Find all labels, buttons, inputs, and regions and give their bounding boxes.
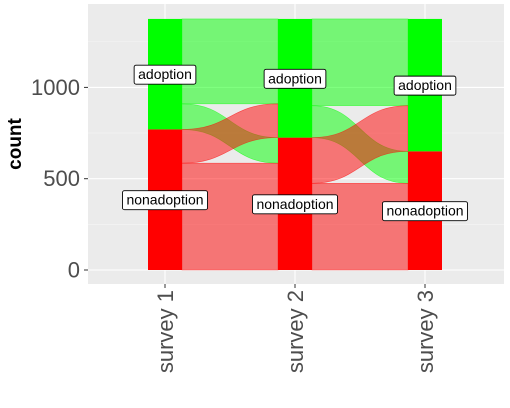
stratum-label-box xyxy=(133,64,197,85)
x-tick-label: survey 1 xyxy=(153,290,178,373)
flow-adoption-to-adoption xyxy=(181,18,279,105)
stratum-label-box xyxy=(252,194,338,215)
stratum-label-text: nonadoption xyxy=(126,192,203,208)
flow-adoption-to-adoption xyxy=(311,18,409,106)
stratum-label-box xyxy=(263,68,327,89)
stratum-label-text: nonadoption xyxy=(386,203,463,219)
stratum-label-box xyxy=(393,75,457,96)
stratum-label-adoption: adoption xyxy=(133,64,197,85)
stratum-label-adoption: adoption xyxy=(393,75,457,96)
y-tick-label: 1000 xyxy=(31,75,80,100)
stratum-label-adoption: adoption xyxy=(263,68,327,89)
x-tick-label: survey 2 xyxy=(283,290,308,373)
stratum-label-nonadoption: nonadoption xyxy=(122,190,208,211)
stratum-label-nonadoption: nonadoption xyxy=(252,194,338,215)
stratum-label-text: adoption xyxy=(138,66,192,82)
stratum-label-box xyxy=(382,201,468,222)
stratum-label-nonadoption: nonadoption xyxy=(382,201,468,222)
y-tick-label: 500 xyxy=(43,166,80,191)
flow-nonadoption-to-nonadoption xyxy=(181,162,279,271)
stratum-label-text: nonadoption xyxy=(256,196,333,212)
stratum-labels-layer: nonadoption adoption nonadoption adoption no… xyxy=(122,64,468,222)
stratum-label-box xyxy=(122,190,208,211)
y-tick-label: 0 xyxy=(68,258,80,283)
stratum-label-text: adoption xyxy=(398,77,452,93)
axes-layer: 0 500 1000 survey 1 survey 2 survey 3 count xyxy=(5,75,438,373)
x-tick-label: survey 3 xyxy=(413,290,438,373)
y-axis-title: count xyxy=(5,117,26,169)
stratum-label-text: adoption xyxy=(268,70,322,86)
